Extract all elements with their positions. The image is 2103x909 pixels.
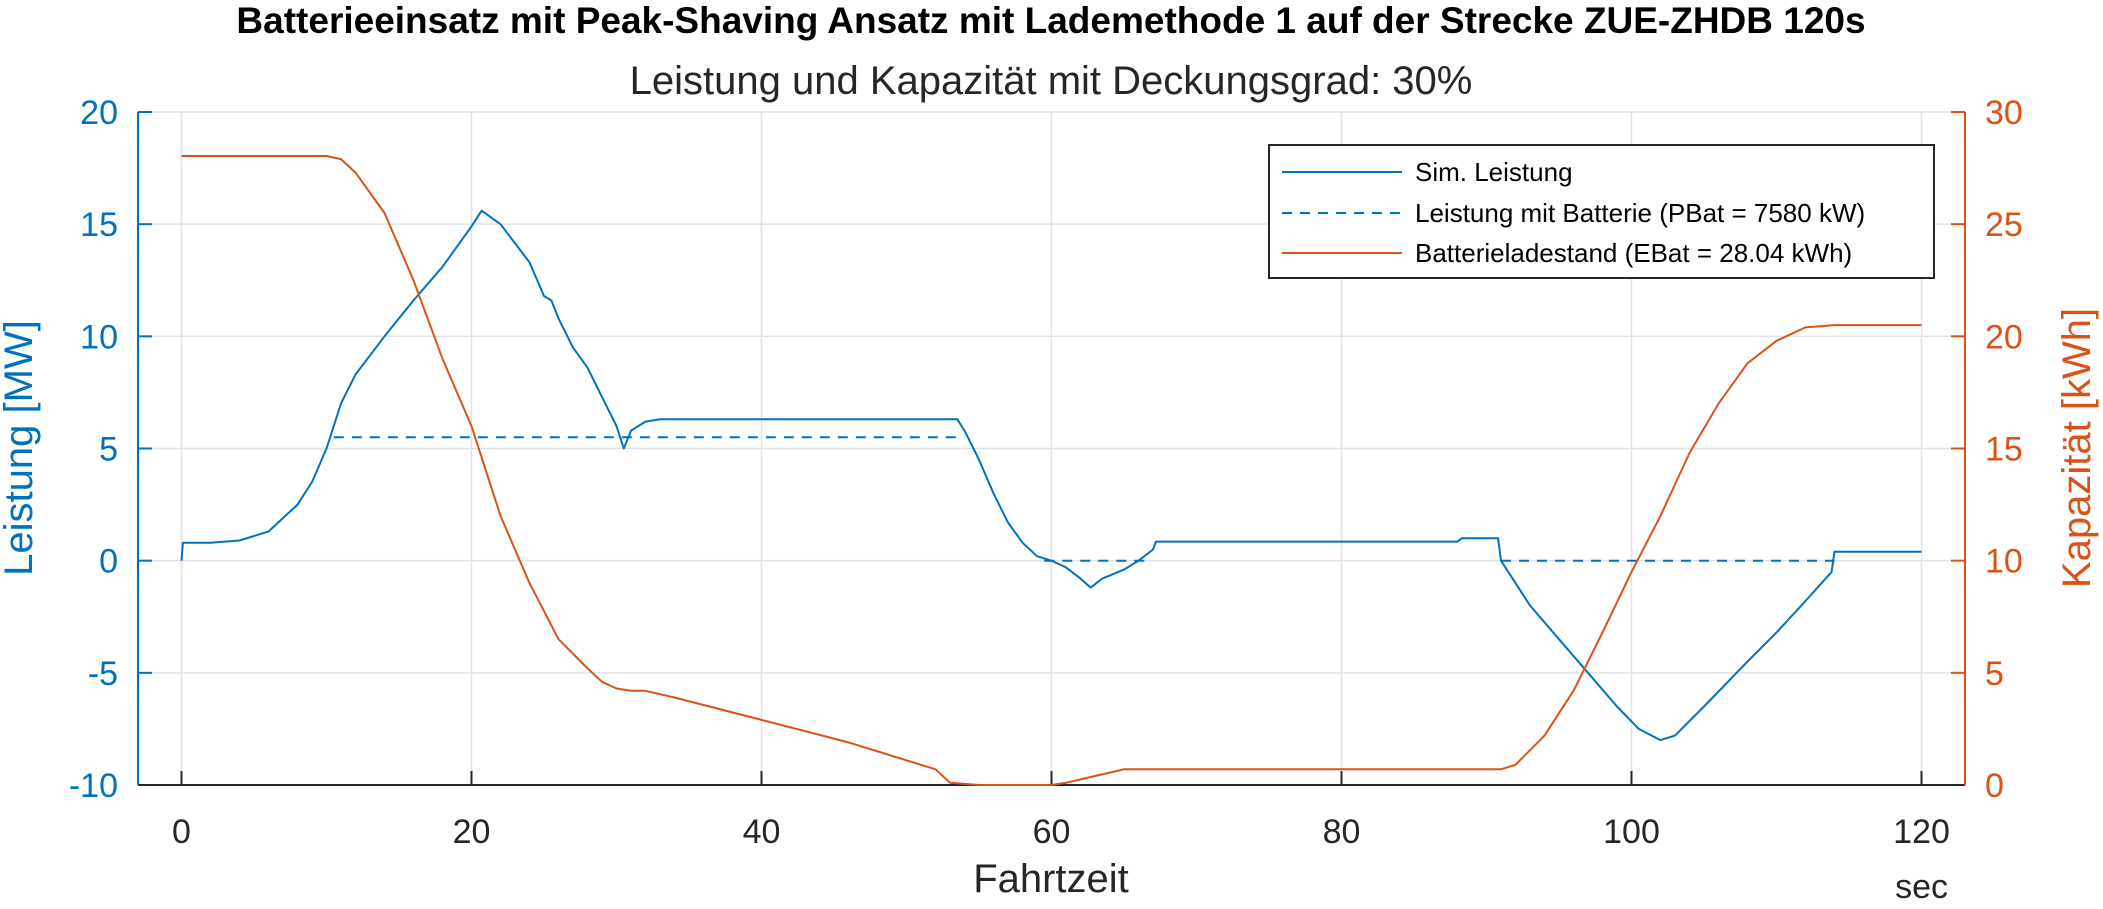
- y-right-tick-label: 30: [1985, 94, 2023, 132]
- y-left-tick-label: -10: [69, 767, 118, 805]
- legend-label-leistung-batterie: Leistung mit Batterie (PBat = 7580 kW): [1415, 198, 1865, 228]
- x-tick-label: 0: [172, 813, 191, 851]
- y-right-tick-label: 10: [1985, 543, 2023, 581]
- y-left-tick-label: 20: [80, 94, 118, 132]
- y-right-tick-label: 15: [1985, 431, 2023, 469]
- y-axis-right-label: Kapazität [kWh]: [2055, 308, 2099, 588]
- y-right-tick-label: 25: [1985, 206, 2023, 244]
- y-axis-left-label: Leistung [MW]: [0, 320, 41, 576]
- legend-label-batterieladestand: Batterieladestand (EBat = 28.04 kWh): [1415, 238, 1852, 268]
- series-layer: [180, 155, 1922, 786]
- y-left-tick-label: -5: [88, 655, 118, 693]
- chart-subtitle: Leistung und Kapazität mit Deckungsgrad:…: [630, 59, 1473, 103]
- legend: Sim. Leistung Leistung mit Batterie (PBa…: [1268, 144, 1935, 279]
- series-line-0: [180, 209, 1922, 742]
- y-right-tick-label: 5: [1985, 655, 2004, 693]
- chart-title: Batterieeinsatz mit Peak-Shaving Ansatz …: [236, 0, 1865, 41]
- y-left-tick-label: 5: [99, 431, 118, 469]
- y-left-tick-label: 15: [80, 206, 118, 244]
- x-tick-label: 60: [1033, 813, 1071, 851]
- x-tick-label: 20: [453, 813, 491, 851]
- x-tick-label: 40: [743, 813, 781, 851]
- y-right-tick-label: 0: [1985, 767, 2004, 805]
- y-left-tick-label: 0: [99, 543, 118, 581]
- y-right-tick-label: 20: [1985, 318, 2023, 356]
- x-tick-label: 80: [1323, 813, 1361, 851]
- x-axis-label: Fahrtzeit: [973, 857, 1129, 901]
- series-line-2: [181, 155, 1922, 786]
- x-axis-unit: sec: [1895, 868, 1948, 906]
- tick-labels: 0 20 40 60 80 100 120 -10 -5 0 5 10 15 20 0 5 10 15 20 25 30: [69, 94, 2023, 851]
- legend-label-sim-leistung: Sim. Leistung: [1415, 157, 1573, 187]
- x-tick-label: 100: [1603, 813, 1660, 851]
- y-left-tick-label: 10: [80, 318, 118, 356]
- x-tick-label: 120: [1893, 813, 1950, 851]
- legend-box: [1268, 144, 1935, 279]
